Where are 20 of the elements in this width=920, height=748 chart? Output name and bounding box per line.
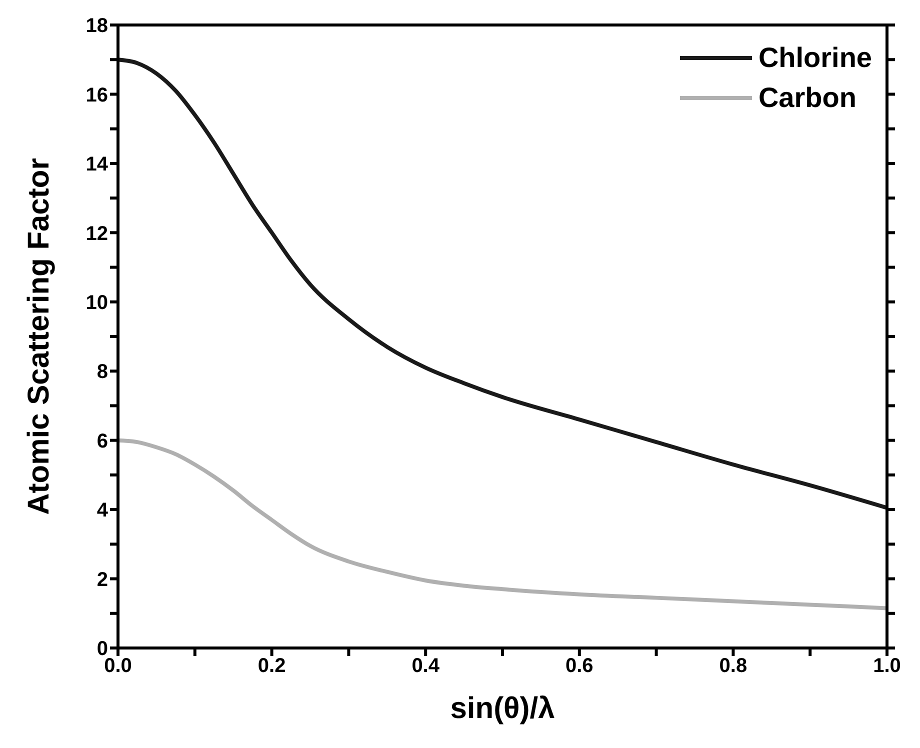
y-tick-label: 4 [96, 500, 109, 522]
y-tick-label: 16 [86, 84, 108, 106]
y-axis-title: Atomic Scattering Factor [22, 158, 56, 515]
x-tick-label: 0.4 [412, 655, 440, 678]
x-tick-label: 0.0 [104, 655, 132, 678]
y-tick-label: 14 [86, 154, 109, 176]
x-tick-label: 0.8 [719, 655, 748, 678]
y-tick-label: 8 [96, 361, 108, 384]
y-tick-label: 10 [86, 292, 108, 314]
x-axis-title: sin(θ)/λ [450, 692, 556, 725]
y-tick-label: 6 [96, 430, 108, 452]
legend-label: Chlorine [758, 42, 872, 74]
y-tick-label: 12 [86, 222, 108, 245]
x-tick-label: 0.6 [565, 655, 594, 678]
y-tick-label: 2 [96, 568, 108, 591]
legend-label: Carbon [758, 82, 856, 114]
x-tick-label: 1.0 [873, 655, 901, 678]
x-tick-label: 0.2 [258, 655, 286, 678]
line-series [118, 438, 887, 610]
y-tick-label: 18 [86, 15, 108, 38]
